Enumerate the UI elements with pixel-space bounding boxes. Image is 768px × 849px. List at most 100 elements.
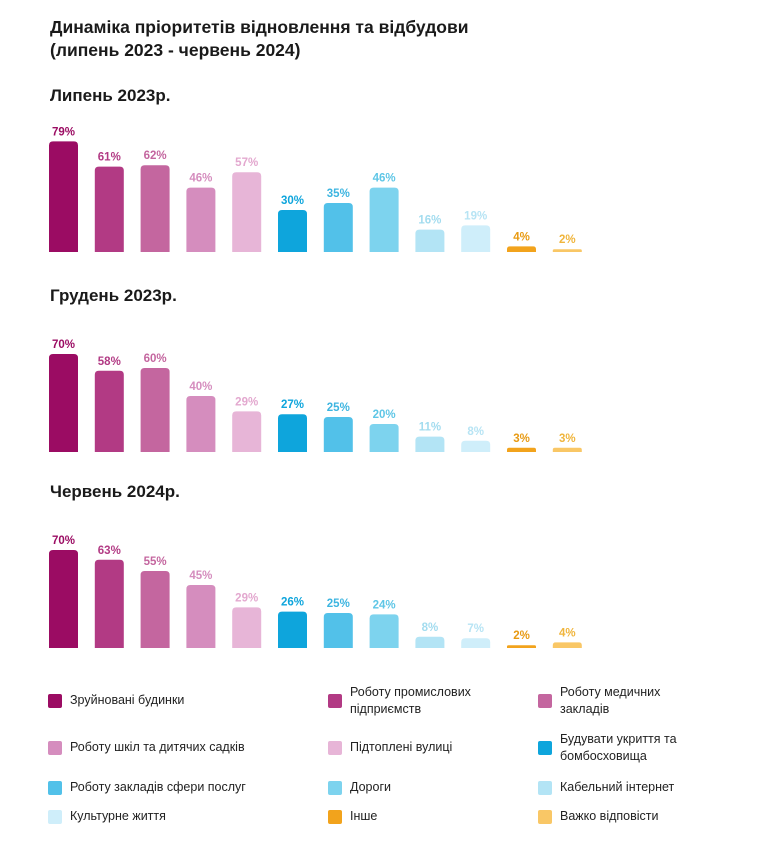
bar bbox=[140, 571, 170, 648]
chart-title-line-1: Динаміка пріоритетів відновлення та відб… bbox=[50, 17, 469, 37]
bar-value-label: 60% bbox=[144, 353, 167, 365]
bar-value-label: 40% bbox=[189, 381, 212, 393]
bar bbox=[49, 354, 78, 452]
legend-item: Важко відповісти bbox=[538, 808, 748, 825]
bar-value-label: 29% bbox=[235, 396, 258, 408]
bar-value-label: 70% bbox=[52, 535, 75, 547]
bar-value-label: 62% bbox=[144, 150, 167, 162]
bar-value-label: 61% bbox=[98, 152, 121, 164]
bar bbox=[186, 585, 216, 648]
legend-item: Роботу шкіл та дитячих садків bbox=[48, 739, 258, 756]
legend-label-line: Інше bbox=[350, 809, 378, 823]
bar bbox=[369, 187, 399, 252]
bar-value-label: 25% bbox=[327, 598, 350, 610]
bar bbox=[507, 447, 536, 452]
bar-value-label: 70% bbox=[52, 339, 75, 351]
bar-value-label: 57% bbox=[235, 157, 258, 169]
bar bbox=[323, 203, 353, 252]
bar bbox=[461, 225, 491, 252]
bar-value-label: 11% bbox=[419, 422, 441, 434]
bar-value-label: 3% bbox=[513, 433, 530, 445]
legend-swatch bbox=[48, 693, 62, 708]
legend-label-line: Роботу медичних bbox=[560, 685, 661, 699]
bar-value-label: 19% bbox=[464, 210, 487, 222]
legend-label-line: Зруйновані будинки bbox=[70, 693, 185, 707]
legend-label-line: Дороги bbox=[350, 780, 392, 794]
legend-label-line: бомбосховища bbox=[560, 749, 647, 763]
legend-label-line: Роботу шкіл та дитячих садків bbox=[70, 740, 245, 754]
chart-title: Динаміка пріоритетів відновлення та відб… bbox=[50, 16, 690, 62]
legend-label: Роботу закладів сфери послуг bbox=[70, 779, 246, 796]
legend-label: Будувати укриття та бомбосховища bbox=[560, 731, 677, 765]
bar-value-label: 46% bbox=[373, 173, 396, 185]
panel-title-december-2023: Грудень 2023р. bbox=[50, 286, 177, 305]
bar-value-label: 8% bbox=[467, 426, 484, 438]
bar bbox=[49, 141, 78, 252]
bar-chart-december-2023: 70% 58% 60% 40% 29% 27% 25% 20% 11% 8% 3% 3% bbox=[49, 339, 582, 452]
legend-item: Інше bbox=[328, 808, 538, 825]
legend-item: Зруйновані будинки bbox=[48, 692, 258, 709]
bar bbox=[369, 424, 399, 452]
bar-value-label: 27% bbox=[281, 399, 304, 411]
legend-label-line: Кабельний інтернет bbox=[560, 780, 675, 794]
bar bbox=[507, 645, 536, 648]
legend-item: Роботу закладів сфери послуг bbox=[48, 779, 258, 796]
legend-label: Зруйновані будинки bbox=[70, 692, 184, 709]
bar-value-label: 55% bbox=[144, 556, 167, 568]
bar bbox=[140, 368, 170, 452]
legend-label-line: підприємств bbox=[350, 702, 422, 716]
legend-label: Культурне життя bbox=[70, 808, 166, 825]
bar bbox=[94, 370, 124, 452]
bar-value-label: 25% bbox=[327, 402, 350, 414]
bar-value-label: 8% bbox=[422, 622, 439, 634]
bar bbox=[186, 396, 216, 452]
panel-title-july-2023: Липень 2023р. bbox=[50, 86, 171, 105]
bar bbox=[232, 172, 262, 252]
legend-item: Роботу промислових підприємств bbox=[328, 684, 538, 718]
bar bbox=[323, 613, 353, 648]
legend-label: Важко відповісти bbox=[560, 808, 659, 825]
bar bbox=[232, 607, 262, 648]
bar bbox=[552, 447, 582, 452]
legend-swatch bbox=[48, 780, 62, 795]
bar-value-label: 16% bbox=[418, 215, 441, 227]
bar bbox=[278, 611, 307, 648]
bar-value-label: 29% bbox=[235, 592, 258, 604]
bar-value-label: 2% bbox=[513, 630, 530, 642]
legend-item: Роботу медичних закладів bbox=[538, 684, 748, 718]
bar bbox=[94, 166, 124, 252]
legend-item: Кабельний інтернет bbox=[538, 779, 748, 796]
legend-label-line: Роботу закладів сфери послуг bbox=[70, 780, 246, 794]
bar bbox=[552, 249, 582, 252]
legend-label-line: Культурне життя bbox=[70, 809, 166, 823]
legend-label: Дороги bbox=[350, 779, 391, 796]
bar bbox=[140, 165, 170, 252]
bar bbox=[186, 187, 216, 252]
legend-item: Будувати укриття та бомбосховища bbox=[538, 731, 748, 765]
legend-item: Підтоплені вулиці bbox=[328, 739, 538, 756]
bar bbox=[461, 638, 491, 648]
legend-swatch bbox=[328, 740, 342, 755]
legend-label: Роботу медичних закладів bbox=[560, 684, 660, 718]
legend-swatch bbox=[328, 780, 342, 795]
legend-label-line: закладів bbox=[560, 702, 610, 716]
legend-swatch bbox=[538, 780, 552, 795]
bar bbox=[278, 414, 307, 452]
bar-value-label: 30% bbox=[281, 195, 304, 207]
chart-title-line-2: (липень 2023 - червень 2024) bbox=[50, 40, 301, 60]
bar-chart-july-2023: 79% 61% 62% 46% 57% 30% 35% 46% 16% 19% 4% 2% bbox=[49, 126, 582, 252]
legend-label: Інше bbox=[350, 808, 377, 825]
bar bbox=[49, 550, 78, 648]
legend-label-line: Підтоплені вулиці bbox=[350, 740, 453, 754]
bar bbox=[415, 229, 445, 252]
legend-label: Кабельний інтернет bbox=[560, 779, 674, 796]
bar-value-label: 45% bbox=[189, 570, 212, 582]
bar bbox=[323, 417, 353, 452]
legend-label-line: Роботу промислових bbox=[350, 685, 471, 699]
legend-swatch bbox=[538, 809, 552, 824]
bar-value-label: 24% bbox=[373, 599, 396, 611]
bar-value-label: 58% bbox=[98, 356, 121, 368]
bar-value-label: 79% bbox=[52, 126, 75, 138]
bar bbox=[278, 210, 307, 252]
bar bbox=[552, 642, 582, 648]
